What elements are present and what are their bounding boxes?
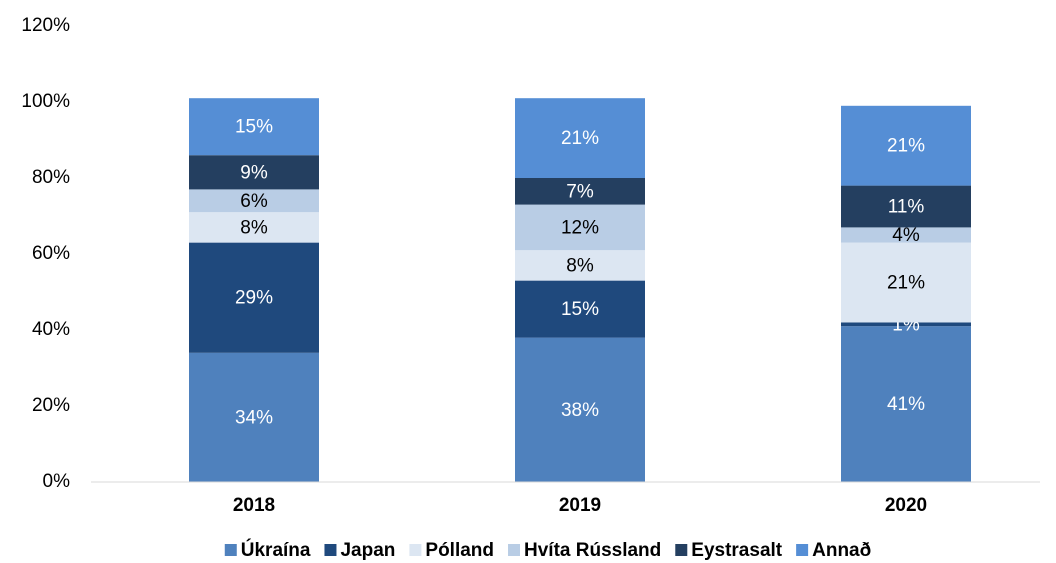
data-label: 8% [240, 217, 268, 238]
legend-label: Annað [812, 540, 871, 561]
data-label: 6% [240, 191, 268, 212]
bar-segment [515, 98, 645, 178]
data-label: 38% [561, 400, 599, 421]
y-tick-label: 0% [43, 471, 71, 492]
y-tick-label: 80% [32, 167, 70, 188]
bar-segment [841, 105, 971, 186]
bar-segment [189, 352, 319, 482]
data-label: 11% [888, 197, 925, 218]
legend-marker [675, 544, 688, 556]
bar-segment [515, 250, 645, 281]
bar-segment [189, 98, 319, 156]
legend-marker [796, 544, 809, 556]
bar-segment [841, 227, 971, 243]
y-tick-label: 120% [21, 15, 70, 36]
y-tick-label: 100% [21, 91, 70, 112]
x-tick-label: 2018 [233, 495, 275, 516]
bar-segment [515, 204, 645, 251]
bar-segment [841, 322, 971, 327]
bar-segment [515, 178, 645, 205]
bar-segment [515, 337, 645, 482]
y-tick-label: 20% [32, 395, 70, 416]
data-label: 4% [892, 225, 920, 246]
bar-segment [841, 185, 971, 228]
bar-segment [189, 212, 319, 243]
bar-segment [841, 326, 971, 482]
data-label: 7% [566, 181, 594, 202]
data-label: 9% [240, 162, 268, 183]
data-label: 29% [235, 288, 273, 309]
bar-segment [841, 242, 971, 323]
bar-segment [189, 189, 319, 213]
legend-label: Eystrasalt [691, 540, 783, 561]
data-label: 21% [561, 128, 599, 149]
bar-segment [515, 280, 645, 338]
legend-marker [508, 544, 521, 556]
bar-segment [189, 155, 319, 190]
legend-marker [409, 544, 422, 556]
x-tick-label: 2019 [559, 495, 601, 516]
legend-label: Pólland [425, 540, 494, 561]
data-label: 21% [887, 273, 925, 294]
legend-marker [224, 544, 237, 556]
data-label: 21% [887, 136, 925, 157]
y-tick-label: 60% [32, 243, 70, 264]
data-label: 41% [887, 394, 925, 415]
y-tick-label: 40% [32, 319, 70, 340]
data-label: 12% [561, 217, 599, 238]
legend-marker [324, 544, 337, 556]
legend-label: Hvíta Rússland [524, 540, 661, 561]
bar-segment [189, 242, 319, 353]
legend-label: Úkraína [241, 539, 311, 561]
data-label: 15% [235, 117, 273, 138]
data-label: 34% [235, 407, 273, 428]
x-tick-label: 2020 [885, 495, 927, 516]
data-label: 8% [566, 255, 594, 276]
data-label: 15% [561, 299, 599, 320]
legend-label: Japan [340, 540, 395, 561]
